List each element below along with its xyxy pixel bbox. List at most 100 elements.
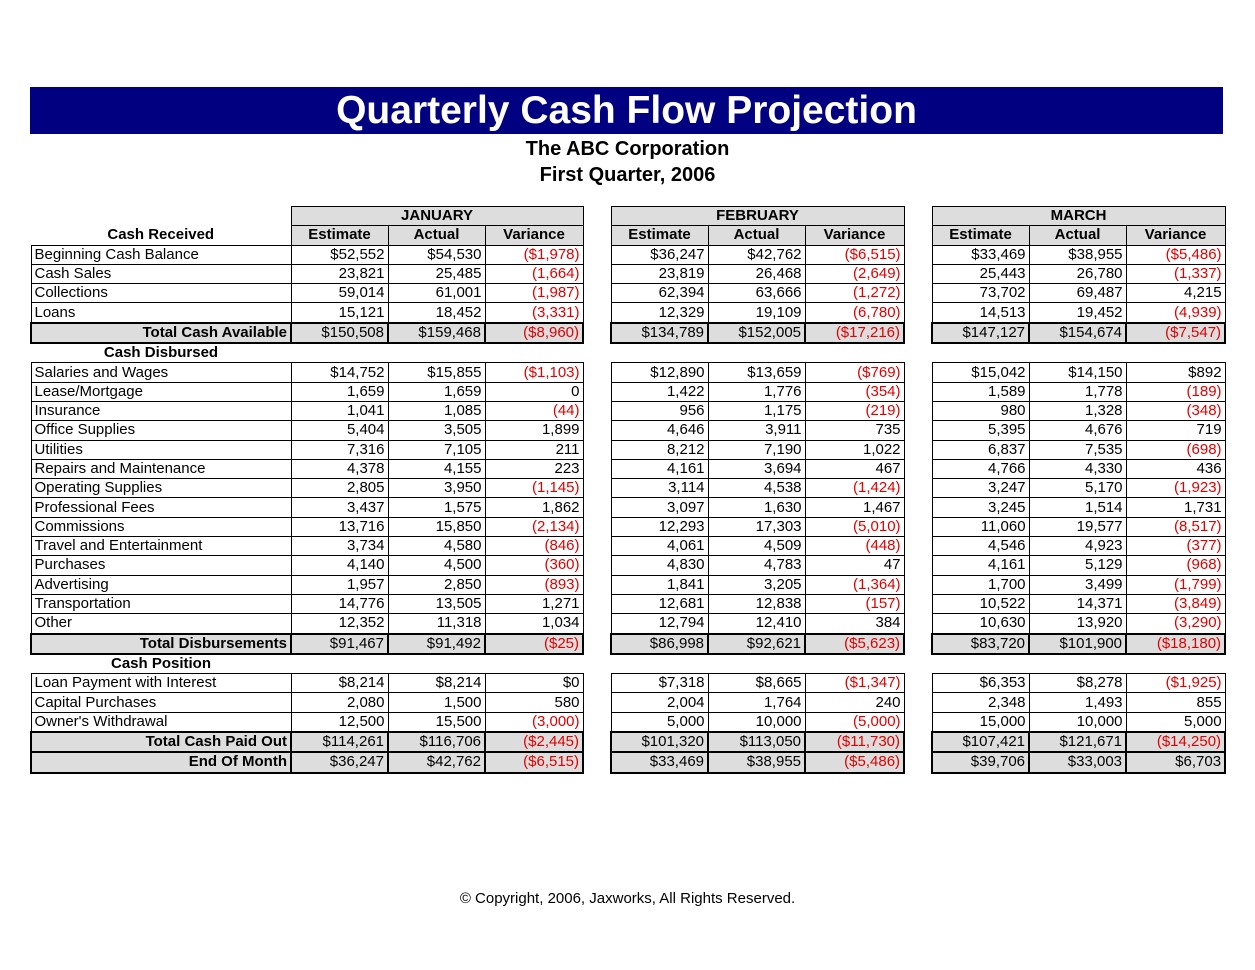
item-value: 14,371 xyxy=(1028,593,1127,615)
item-value: 3,950 xyxy=(387,478,486,499)
gap-cell xyxy=(583,537,611,556)
item-value: 12,329 xyxy=(610,302,709,324)
item-label: Lease/Mortgage xyxy=(30,381,292,402)
gap-cell xyxy=(583,382,611,401)
total-value: ($6,515) xyxy=(483,751,585,774)
empty-cell xyxy=(805,343,904,363)
item-value: (360) xyxy=(484,555,584,576)
gap-cell xyxy=(583,634,611,654)
gap-cell xyxy=(904,732,932,752)
table-row: Cash Sales 23,821 25,485 (1,664) 23,819 26,46… xyxy=(30,263,1226,285)
item-value: 1,630 xyxy=(707,497,806,518)
total-value: $134,789 xyxy=(610,321,710,345)
gap-cell xyxy=(904,440,932,459)
item-value: 1,731 xyxy=(1125,497,1226,518)
empty-cell xyxy=(611,343,708,363)
item-value: 436 xyxy=(1125,458,1226,480)
total-value: $101,900 xyxy=(1028,632,1128,655)
gap-cell xyxy=(583,752,611,772)
item-value: $42,762 xyxy=(707,244,806,265)
empty-cell xyxy=(708,654,805,674)
gap-cell xyxy=(583,284,611,303)
gap-cell xyxy=(904,284,932,303)
gap-cell xyxy=(904,674,932,693)
item-value: 1,022 xyxy=(804,439,905,460)
table-row: Loan Payment with Interest $8,214 $8,214 $0… xyxy=(30,673,1226,694)
gap-cell xyxy=(904,537,932,556)
item-value: 25,443 xyxy=(931,263,1030,285)
table-row: Loans 15,121 18,452 (3,331) 12,329 19,109 (6,7… xyxy=(30,302,1226,324)
item-value: 15,850 xyxy=(387,516,486,538)
item-value: 5,395 xyxy=(931,420,1030,441)
empty-cell xyxy=(1029,343,1126,363)
item-value: ($1,103) xyxy=(484,362,584,383)
item-value: (8,517) xyxy=(1125,516,1226,538)
gap-cell xyxy=(583,594,611,613)
item-value: (3,290) xyxy=(1125,613,1226,635)
table-row: Capital Purchases 2,080 1,500 580 2,004 1,764… xyxy=(30,692,1226,713)
item-value: 1,957 xyxy=(290,574,389,595)
item-value: 1,764 xyxy=(707,692,806,713)
table-row: Collections 59,014 61,001 (1,987) 62,394 63,6… xyxy=(30,283,1226,304)
total-label: End Of Month xyxy=(30,751,292,774)
gap-cell xyxy=(904,226,932,245)
empty-cell xyxy=(1029,654,1126,674)
total-value: $39,706 xyxy=(931,751,1031,774)
gap-cell xyxy=(583,459,611,478)
item-value: 1,422 xyxy=(610,381,709,402)
column-header: Actual xyxy=(387,225,486,246)
item-value: (377) xyxy=(1125,536,1226,557)
total-value: ($8,960) xyxy=(483,321,585,345)
item-value: 19,109 xyxy=(707,302,806,324)
table-row: Total Disbursements $91,467 $91,492 ($25) $8… xyxy=(30,632,1227,655)
item-value: 580 xyxy=(484,692,584,713)
item-value: 10,522 xyxy=(931,593,1030,615)
item-value: 1,467 xyxy=(804,497,905,518)
item-value: 1,899 xyxy=(484,420,584,441)
gap-cell xyxy=(904,654,932,674)
item-value: 4,155 xyxy=(387,458,486,480)
item-value: 5,404 xyxy=(290,420,389,441)
item-value: 18,452 xyxy=(387,302,486,324)
item-value: 11,060 xyxy=(931,516,1030,538)
item-value: 467 xyxy=(804,458,905,480)
item-value: 4,830 xyxy=(610,555,709,576)
item-value: 719 xyxy=(1125,420,1226,441)
table-row: Transportation 14,776 13,505 1,271 12,681 12,… xyxy=(30,593,1226,615)
item-value: $6,353 xyxy=(931,673,1030,694)
item-value: 240 xyxy=(804,692,905,713)
table-row: Repairs and Maintenance 4,378 4,155 223 4,16… xyxy=(30,458,1226,480)
item-value: (448) xyxy=(804,536,905,557)
column-header: Variance xyxy=(804,225,905,246)
total-value: $33,469 xyxy=(610,751,710,774)
table-row: Utilities 7,316 7,105 211 8,212 7,190 1,022 6,8… xyxy=(30,439,1226,460)
item-value: ($769) xyxy=(804,362,905,383)
table-row: Professional Fees 3,437 1,575 1,862 3,097 1,6… xyxy=(30,497,1226,518)
item-value: 14,776 xyxy=(290,593,389,615)
item-value: $8,214 xyxy=(387,673,486,694)
item-label: Transportation xyxy=(30,593,292,615)
gap-cell xyxy=(583,421,611,440)
gap-cell xyxy=(583,323,611,343)
item-value: 4,330 xyxy=(1028,458,1127,480)
gap-cell xyxy=(583,693,611,712)
total-value: ($14,250) xyxy=(1125,731,1227,754)
month-header: MARCH xyxy=(931,205,1226,227)
empty-cell xyxy=(805,654,904,674)
gap-cell xyxy=(904,421,932,440)
item-value: 3,245 xyxy=(931,497,1030,518)
item-value: (1,799) xyxy=(1125,574,1226,595)
empty-cell xyxy=(388,343,485,363)
gap-cell xyxy=(904,343,932,363)
total-label: Total Cash Available xyxy=(30,321,292,345)
gap-cell xyxy=(583,575,611,594)
column-header: Estimate xyxy=(290,225,389,246)
item-value: 5,000 xyxy=(1125,711,1226,733)
gap-cell xyxy=(583,245,611,264)
table-row: Advertising 1,957 2,850 (893) 1,841 3,205 (1,3… xyxy=(30,574,1226,595)
item-value: 1,862 xyxy=(484,497,584,518)
total-value: $159,468 xyxy=(387,321,486,345)
item-value: 3,114 xyxy=(610,478,709,499)
gap-cell xyxy=(583,556,611,575)
gap-cell xyxy=(583,207,611,226)
